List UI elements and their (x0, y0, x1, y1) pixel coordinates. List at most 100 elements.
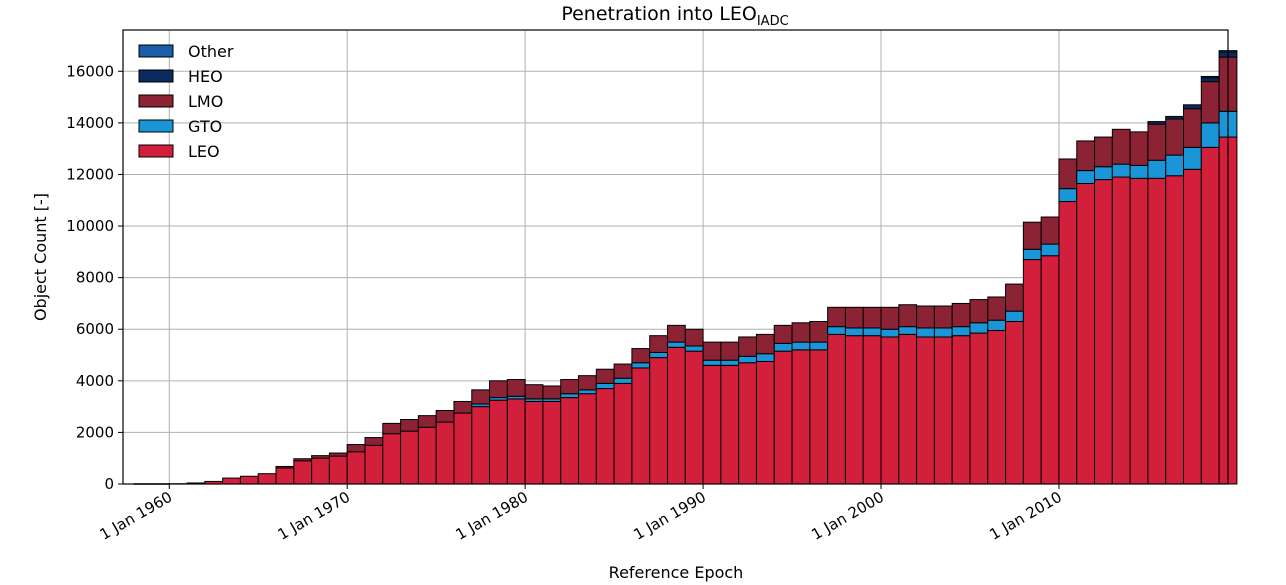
bar-lmo-1985 (613, 363, 633, 379)
y-tick-label: 12000 (66, 165, 114, 183)
bar-leo-1977 (471, 406, 491, 485)
bar-leo-1983 (578, 393, 597, 485)
bar-gto-2015 (1147, 159, 1167, 179)
bar-gto-2012 (1094, 166, 1113, 181)
bar-leo-2015 (1147, 177, 1167, 485)
legend-label-gto: GTO (188, 117, 222, 136)
bar-lmo-2014 (1129, 131, 1149, 166)
bars (133, 50, 1238, 485)
bar-leo-2016 (1165, 175, 1185, 485)
bar-leo-1971 (364, 444, 384, 485)
x-axis: 1 Jan 1960 1 Jan 1970 1 Jan 1980 1 Jan 1990… (97, 484, 1065, 544)
bar-lmo-1995 (791, 322, 811, 343)
bar-lmo-1980 (524, 384, 544, 400)
bar-lmo-1975 (435, 409, 455, 423)
bar-leo-2009 (1040, 255, 1060, 485)
legend-swatch-heo (138, 69, 174, 83)
bar-gto-1994 (773, 342, 793, 352)
bar-lmo-2016 (1165, 118, 1185, 156)
bar-gto-2017 (1183, 146, 1202, 170)
bar-leo-2002 (916, 336, 935, 485)
bar-leo-2010 (1058, 201, 1078, 485)
bar-leo-1966 (275, 467, 295, 485)
bar-gto-2010 (1058, 188, 1078, 203)
bar-lmo-2018 (1200, 81, 1220, 124)
bar-gto-1990 (702, 359, 722, 366)
bar-leo-1975 (435, 421, 455, 485)
bar-leo-2006 (987, 330, 1007, 485)
bar-lmo-1970 (346, 444, 366, 453)
bar-lmo-1966 (275, 465, 295, 469)
bar-gto-2006 (987, 319, 1007, 332)
legend-swatch-other (138, 44, 174, 58)
bar-heo-2018 (1200, 77, 1220, 83)
bar-leo-2011 (1076, 182, 1096, 485)
bar-leo-1993 (755, 360, 775, 485)
bar-lmo-2008 (1022, 221, 1042, 250)
bar-leo-1991 (720, 364, 740, 485)
bar-lmo-1972 (382, 422, 402, 435)
bar-other-2018 (1200, 75, 1220, 79)
bar-lmo-2017 (1183, 108, 1202, 148)
bar-gto-1987 (649, 351, 668, 359)
y-tick-label: 8000 (76, 269, 114, 287)
chart-title: Penetration into LEOIADC (561, 3, 788, 29)
x-tick-label: 1 Jan 1970 (275, 488, 354, 544)
legend-label-lmo: LMO (188, 92, 223, 111)
bar-lmo-1990 (702, 341, 722, 361)
bar-gto-1988 (666, 341, 686, 348)
bar-lmo-1996 (809, 320, 829, 343)
bar-leo-1973 (400, 430, 419, 485)
bar-gto-1983 (578, 389, 597, 395)
bar-lmo-1979 (506, 379, 526, 397)
bar-gto-2002 (916, 327, 935, 338)
bar-leo-1978 (489, 399, 508, 485)
bar-gto-1997 (827, 326, 846, 335)
bar-gto-2018 (1200, 122, 1220, 148)
bar-gto-2014 (1129, 164, 1149, 179)
legend-label-leo: LEO (188, 142, 220, 161)
legend-swatch-leo (138, 144, 174, 158)
bar-lmo-1968 (311, 455, 330, 459)
bar-gto-1986 (631, 362, 651, 369)
bar-lmo-1978 (489, 380, 508, 399)
bar-leo-1986 (631, 367, 651, 485)
bar-lmo-1999 (862, 306, 882, 329)
bar-gto-1985 (613, 377, 633, 384)
bar-lmo-1974 (417, 415, 437, 428)
bar-leo-1988 (666, 346, 686, 485)
bar-leo-1964 (239, 475, 259, 485)
bar-leo-1984 (595, 388, 615, 485)
bar-lmo-2002 (916, 305, 935, 329)
bar-leo-2001 (898, 333, 918, 485)
bar-lmo-1989 (684, 328, 704, 347)
bar-leo-1965 (257, 473, 277, 485)
bar-gto-1989 (684, 345, 704, 352)
bar-lmo-1994 (773, 324, 793, 344)
bar-lmo-1973 (400, 419, 419, 432)
bar-gto-1991 (720, 359, 740, 366)
y-tick-label: 14000 (66, 114, 114, 132)
y-tick-label: 4000 (76, 372, 114, 390)
bar-gto-2003 (933, 327, 953, 338)
bar-leo-1982 (560, 397, 580, 485)
bar-gto-1996 (809, 341, 829, 351)
bar-leo-2012 (1094, 179, 1113, 485)
bar-gto-1995 (791, 341, 811, 351)
bar-lmo-1998 (844, 306, 864, 329)
bar-lmo-2010 (1058, 158, 1078, 190)
y-tick-label: 16000 (66, 62, 114, 80)
bar-gto-1999 (862, 327, 882, 337)
bar-leo-2014 (1129, 177, 1149, 485)
bar-leo-2017 (1183, 168, 1202, 485)
bar-lmo-1969 (328, 452, 348, 457)
bar-lmo-2011 (1076, 140, 1096, 172)
legend-swatch-lmo (138, 94, 174, 108)
bar-lmo-1993 (755, 333, 775, 355)
y-tick-label: 6000 (76, 320, 114, 338)
legend: Other HEO LMO GTO LEO (138, 42, 234, 161)
bar-leo-2008 (1022, 259, 1042, 485)
y-tick-label: 0 (104, 475, 114, 493)
y-tick-label: 10000 (66, 217, 114, 235)
bar-leo-1992 (738, 362, 757, 485)
